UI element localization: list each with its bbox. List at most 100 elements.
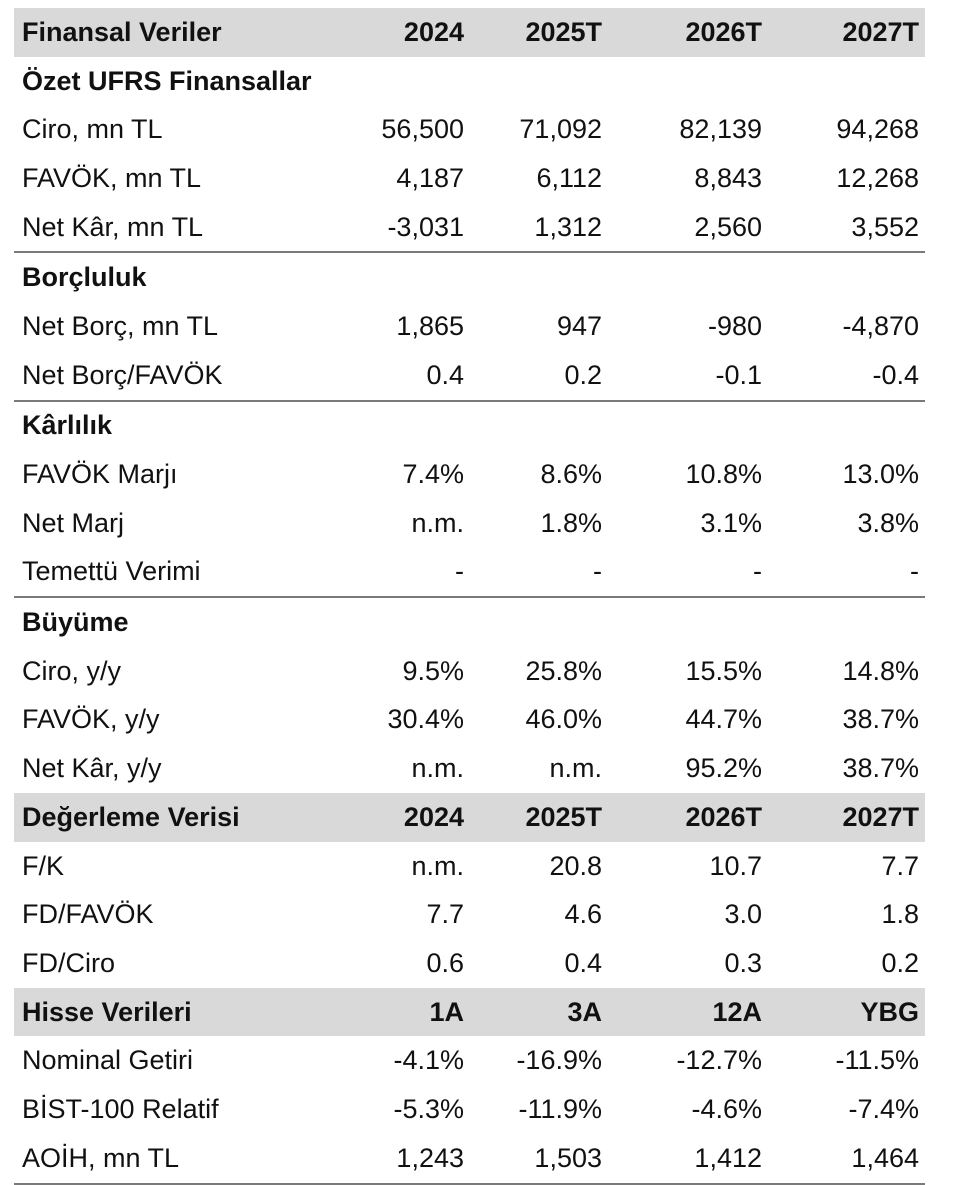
section-title: Borçluluk: [14, 251, 925, 303]
cell-value: 95.2%: [685, 753, 762, 784]
cell-value: 1,865: [396, 310, 464, 341]
year-header: 2024: [332, 793, 470, 842]
row-label: Temettü Verimi: [22, 556, 201, 587]
cell-value: 30.4%: [387, 704, 464, 735]
year-header: 2027T: [768, 8, 925, 57]
row-label: F/K: [22, 850, 65, 881]
cell-value: 7.7: [881, 850, 919, 881]
cell-value: 38.7%: [842, 704, 919, 735]
section-title: Özet UFRS Finansallar: [22, 65, 312, 96]
table-row: BİST-100 Relatif -5.3% -11.9% -4.6% -7.4…: [14, 1085, 925, 1134]
valuation-header-label: Değerleme Verisi: [14, 793, 332, 842]
financial-header-row: Finansal Veriler 2024 2025T 2026T 2027T: [14, 8, 925, 57]
cell-value: n.m.: [549, 753, 602, 784]
row-label: Net Kâr, mn TL: [22, 211, 204, 242]
cell-value: 4.6: [564, 899, 602, 930]
table-row: FAVÖK, mn TL 4,187 6,112 8,843 12,268: [14, 154, 925, 203]
cell-value: 13.0%: [842, 459, 919, 490]
cell-value: 1,503: [470, 1133, 608, 1185]
cell-value: 56,500: [381, 114, 464, 145]
cell-value: 947: [556, 310, 602, 341]
cell-value: 8,843: [694, 162, 762, 193]
valuation-header-row: Değerleme Verisi 2024 2025T 2026T 2027T: [14, 793, 925, 842]
cell-value: -: [753, 556, 762, 587]
section-title: Kârlılık: [14, 399, 925, 451]
section-title-row: Özet UFRS Finansallar: [14, 57, 925, 106]
cell-value: -: [593, 556, 602, 587]
section-title: Büyüme: [14, 596, 925, 647]
cell-value: -11.9%: [518, 1093, 602, 1124]
year-header: 2027T: [768, 793, 925, 842]
cell-value: 1,312: [534, 211, 602, 242]
period-header: 1A: [332, 987, 470, 1037]
table-row: Net Kâr, mn TL -3,031 1,312 2,560 3,552: [14, 203, 925, 253]
cell-value: 1,464: [768, 1133, 925, 1185]
share-header-label: Hisse Verileri: [14, 987, 332, 1037]
cell-value: 94,268: [836, 114, 919, 145]
year-header: 2025T: [470, 793, 608, 842]
row-label: FD/FAVÖK: [22, 899, 154, 930]
year-header: 2026T: [608, 8, 768, 57]
cell-value: 8.6%: [540, 459, 602, 490]
cell-value: 1,243: [332, 1133, 470, 1185]
cell-value: 14.8%: [842, 655, 919, 686]
table-row: Ciro, y/y 9.5% 25.8% 15.5% 14.8%: [14, 647, 925, 696]
period-header: 3A: [470, 987, 608, 1037]
table-row: Net Borç/FAVÖK 0.4 0.2 -0.1 -0.4: [14, 351, 925, 401]
cell-value: -12.7%: [676, 1045, 762, 1076]
cropped-previous-line: [0, 0, 960, 8]
financial-header-label: Finansal Veriler: [14, 8, 332, 57]
cell-value: -4.1%: [393, 1045, 464, 1076]
cell-value: 9.5%: [402, 655, 464, 686]
cell-value: n.m.: [411, 507, 464, 538]
cell-value: 46.0%: [525, 704, 602, 735]
cell-value: 0.4: [426, 359, 464, 390]
period-header: 12A: [608, 987, 768, 1037]
row-label: Net Marj: [22, 507, 125, 538]
row-label: Net Borç/FAVÖK: [22, 359, 223, 390]
cell-value: 15.5%: [685, 655, 762, 686]
table-row: AOİH, mn TL 1,243 1,503 1,412 1,464: [14, 1133, 925, 1185]
cell-value: 44.7%: [685, 704, 762, 735]
cell-value: 6,112: [536, 162, 602, 193]
table-row: FAVÖK, y/y 30.4% 46.0% 44.7% 38.7%: [14, 696, 925, 745]
row-label: Net Borç, mn TL: [22, 310, 219, 341]
row-label: FAVÖK Marjı: [22, 459, 178, 490]
cell-value: 20.8: [549, 850, 602, 881]
cell-value: 10.7: [709, 850, 762, 881]
row-label: Ciro, y/y: [22, 655, 122, 686]
section-title-row: Borçluluk: [14, 251, 925, 303]
cell-value: 2,560: [694, 211, 762, 242]
row-label: Nominal Getiri: [22, 1045, 194, 1076]
row-label: Net Kâr, y/y: [22, 753, 162, 784]
cell-value: -4.6%: [691, 1093, 762, 1124]
cell-value: -16.9%: [516, 1045, 602, 1076]
period-header: YBG: [768, 987, 925, 1037]
cell-value: 0.6: [426, 947, 464, 978]
cell-value: -5.3%: [393, 1093, 464, 1124]
row-label: AOİH, mn TL: [14, 1133, 332, 1185]
year-header: 2025T: [470, 8, 608, 57]
table-row: Temettü Verimi - - - -: [14, 548, 925, 598]
row-label: Ciro, mn TL: [22, 114, 163, 145]
year-header: 2024: [332, 8, 470, 57]
cell-value: 7.4%: [402, 459, 464, 490]
cell-value: -7.4%: [848, 1093, 919, 1124]
cell-value: -3,031: [387, 211, 464, 242]
row-label: FAVÖK, y/y: [22, 704, 160, 735]
cell-value: n.m.: [411, 850, 464, 881]
table-row: FD/Ciro 0.6 0.4 0.3 0.2: [14, 939, 925, 988]
cell-value: 1,412: [608, 1133, 768, 1185]
table-row: Ciro, mn TL 56,500 71,092 82,139 94,268: [14, 105, 925, 154]
cell-value: 0.4: [564, 947, 602, 978]
cell-value: -0.1: [715, 359, 762, 390]
cell-value: 1.8%: [540, 507, 602, 538]
table-row: FD/FAVÖK 7.7 4.6 3.0 1.8: [14, 890, 925, 939]
cell-value: 0.2: [564, 359, 602, 390]
cell-value: 82,139: [679, 114, 762, 145]
row-label: BİST-100 Relatif: [22, 1093, 219, 1124]
row-label: FD/Ciro: [22, 947, 115, 978]
financial-data-table: Finansal Veriler 2024 2025T 2026T 2027T …: [14, 8, 925, 1185]
cell-value: 0.2: [881, 947, 919, 978]
year-header: 2026T: [608, 793, 768, 842]
